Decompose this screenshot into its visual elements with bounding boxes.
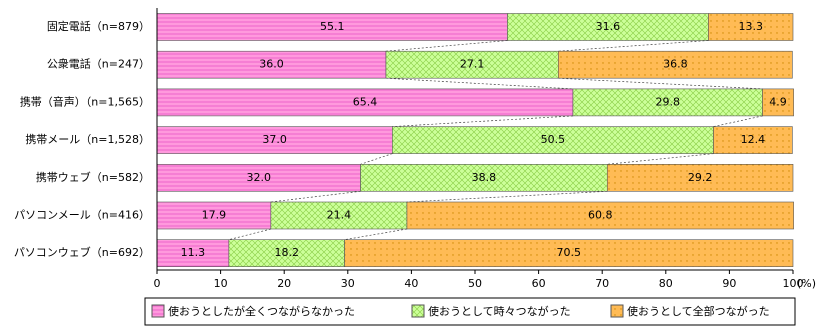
value-label: 37.0 bbox=[262, 133, 287, 146]
connector-line bbox=[270, 190, 361, 203]
legend-swatch bbox=[610, 304, 624, 318]
legend-swatch bbox=[411, 304, 425, 318]
x-tick-label: 0 bbox=[154, 277, 161, 290]
value-label: 13.3 bbox=[738, 20, 763, 33]
legend-box bbox=[144, 297, 796, 326]
value-label: 50.5 bbox=[541, 133, 566, 146]
x-tick-label: 10 bbox=[214, 277, 228, 290]
value-label: 11.3 bbox=[181, 246, 206, 259]
value-label: 38.8 bbox=[472, 171, 497, 184]
bar-segment bbox=[156, 88, 574, 117]
value-label: 36.8 bbox=[663, 58, 688, 71]
value-label: 31.6 bbox=[596, 20, 621, 33]
value-label: 32.0 bbox=[247, 171, 272, 184]
legend-swatch bbox=[151, 304, 165, 318]
connector-line bbox=[228, 228, 271, 241]
x-tick-label: 30 bbox=[341, 277, 355, 290]
bar-segment bbox=[156, 201, 272, 230]
x-tick-label: 60 bbox=[532, 277, 546, 290]
connector-line bbox=[406, 190, 608, 203]
x-tick-label: 80 bbox=[659, 277, 673, 290]
x-tick-label: 100 bbox=[783, 277, 804, 290]
connector-line bbox=[344, 228, 408, 241]
value-label: 36.0 bbox=[259, 58, 284, 71]
bar-segment bbox=[156, 239, 230, 267]
x-tick-label: 50 bbox=[468, 277, 482, 290]
value-label: 21.4 bbox=[327, 209, 352, 222]
bar-segment bbox=[762, 88, 794, 117]
category-label: パソコンメール（n=416） bbox=[14, 209, 150, 222]
bar-segment bbox=[558, 50, 793, 79]
value-label: 12.4 bbox=[741, 133, 766, 146]
connector-line bbox=[360, 153, 393, 165]
x-tick-label: 70 bbox=[595, 277, 609, 290]
legend-label: 使おうとして時々つながった bbox=[428, 304, 571, 318]
x-tick-label: 20 bbox=[277, 277, 291, 290]
value-label: 29.8 bbox=[655, 95, 680, 108]
value-label: 60.8 bbox=[588, 209, 613, 222]
value-label: 4.9 bbox=[769, 95, 787, 108]
x-tick-label: 40 bbox=[404, 277, 418, 290]
bar-segment bbox=[156, 13, 508, 41]
legend-label: 使おうとしたが全くつながらなかった bbox=[168, 304, 355, 318]
value-label: 18.2 bbox=[274, 246, 299, 259]
bar-segment bbox=[344, 239, 794, 267]
category-label: 公衆電話（n=247） bbox=[47, 57, 150, 71]
connector-line bbox=[713, 115, 763, 127]
bar-segment bbox=[606, 164, 794, 192]
value-label: 65.4 bbox=[353, 95, 378, 108]
value-label: 29.2 bbox=[688, 171, 713, 184]
bar-segment bbox=[713, 126, 793, 154]
bar-segment bbox=[708, 13, 794, 41]
connector-line bbox=[385, 77, 573, 90]
connector-line bbox=[558, 77, 763, 90]
bar-segment bbox=[360, 164, 608, 192]
category-label: 携帯メール（n=1,528） bbox=[25, 132, 150, 146]
x-unit: (%) bbox=[797, 277, 816, 290]
connector-line bbox=[558, 40, 709, 52]
bar-segment bbox=[228, 239, 345, 267]
bar-segment bbox=[406, 201, 794, 230]
value-label: 70.5 bbox=[557, 246, 582, 259]
category-label: パソコンウェブ（n=692） bbox=[14, 245, 150, 259]
value-label: 55.1 bbox=[320, 20, 345, 33]
bar-segment bbox=[270, 201, 408, 230]
bar-segment bbox=[572, 88, 763, 117]
bar-segment bbox=[507, 13, 709, 41]
category-label: 携帯ウェブ（n=582） bbox=[36, 170, 150, 184]
category-label: 固定電話（n=879） bbox=[47, 19, 150, 33]
bar-segment bbox=[156, 126, 393, 154]
connector-line bbox=[392, 115, 573, 127]
legend-label: 使おうとして全部つながった bbox=[627, 304, 770, 318]
connector-line bbox=[607, 153, 714, 165]
connector-line bbox=[385, 40, 508, 52]
x-tick-label: 90 bbox=[722, 277, 736, 290]
bar-segment bbox=[392, 126, 714, 154]
value-label: 17.9 bbox=[202, 209, 227, 222]
category-label: 携帯（音声）（n=1,565） bbox=[20, 94, 150, 108]
value-label: 27.1 bbox=[460, 58, 485, 71]
